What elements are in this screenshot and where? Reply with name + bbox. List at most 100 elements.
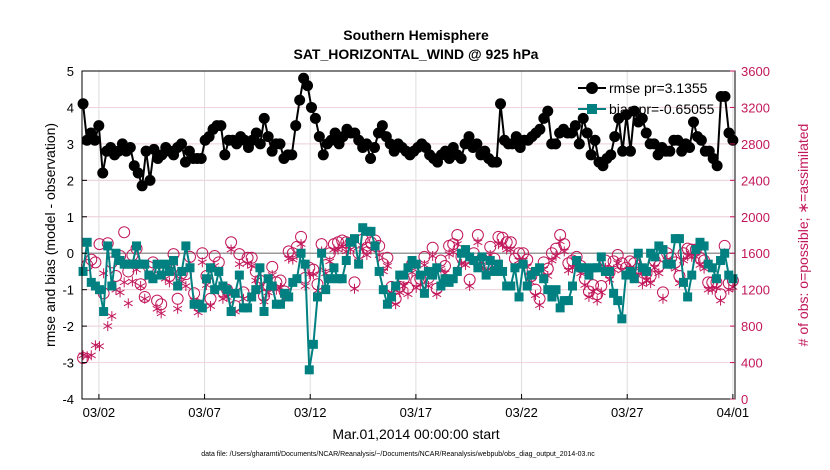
bias-point-43 [255,263,265,273]
bias-point-52 [292,274,302,284]
rmse-point-165 [727,134,739,146]
obs-assimilated-point-115 [551,250,561,261]
bias-point-54 [300,259,310,269]
bias-point-46 [267,281,277,291]
legend-marker-bias [587,104,597,114]
bias-point-95 [469,256,479,266]
obs-assimilated-point-4 [94,341,105,352]
rmse-point-45 [254,138,266,150]
right-tick-label-8: 3200 [741,100,770,115]
obs-assimilated-point-18 [152,303,162,314]
rmse-point-149 [664,145,676,157]
bias-point-25 [181,241,191,251]
rmse-point-12 [124,142,136,154]
bias-point-79 [403,263,413,273]
obs-assimilated-point-63 [337,241,347,252]
rmse-point-35 [215,120,227,132]
obs-assimilated-point-91 [452,239,462,250]
bias-point-31 [206,263,216,273]
bias-point-154 [711,274,721,284]
bias-point-148 [687,270,697,280]
rmse-point-98 [463,131,475,143]
bias-point-35 [222,285,232,295]
bias-point-7 [107,281,117,291]
bias-point-33 [214,266,224,276]
data-file-footnote: data file: /Users/gharamti/Documents/NCA… [201,451,595,458]
bias-point-36 [226,307,236,317]
bias-point-156 [720,248,730,258]
obs-assimilated-point-78 [399,281,409,292]
rmse-point-5 [97,167,109,179]
rmse-point-53 [286,149,298,161]
bias-point-12 [127,259,137,269]
series-bias [78,223,738,375]
rmse-point-142 [636,112,648,124]
obs-assimilated-point-41 [247,260,257,271]
bias-point-125 [592,263,602,273]
bias-point-151 [699,241,709,251]
right-tick-label-0: 0 [741,392,748,407]
x-tick-label-4: 03/22 [505,405,538,420]
right-tick-label-3: 1200 [741,283,770,298]
bias-point-114 [547,292,557,302]
rmse-point-100 [471,138,483,150]
bias-point-86 [432,263,442,273]
bias-point-24 [177,266,187,276]
rmse-point-157 [695,134,707,146]
obs-assimilated-point-152 [703,284,713,295]
bias-point-134 [629,274,639,284]
x-tick-label-0: 03/02 [83,405,116,420]
rmse-point-18 [148,143,160,155]
x-axis-label: Mar.01,2014 00:00:00 start [332,426,499,442]
obs-assimilated-point-6 [103,321,113,332]
bias-point-76 [391,281,401,291]
obs-assimilated-point-140 [654,268,664,279]
rmse-point-46 [258,112,270,124]
bias-point-22 [169,256,179,266]
bias-point-83 [419,288,429,298]
bias-point-67 [354,259,364,269]
rmse-point-105 [491,156,503,168]
bias-point-82 [415,270,425,280]
right-tick-label-1: 400 [741,356,763,371]
bias-point-99 [485,256,495,266]
bias-point-101 [493,259,503,269]
bias-point-73 [378,285,388,295]
bias-point-146 [679,277,689,287]
rmse-point-55 [294,94,306,106]
bias-point-155 [716,256,726,266]
bias-point-116 [555,303,565,313]
obs-assimilated-point-53 [296,239,306,250]
bias-point-122 [580,263,590,273]
bias-point-57 [312,292,322,302]
obs-assimilated-point-10 [119,277,129,288]
bias-point-8 [111,248,121,258]
bias-point-105 [510,263,520,273]
obs-assimilated-point-126 [596,287,606,298]
obs-assimilated-point-150 [695,260,705,271]
rmse-point-135 [609,131,621,143]
rmse-point-128 [581,127,593,139]
rmse-point-36 [219,149,231,161]
rmse-point-129 [585,149,597,161]
bias-point-32 [210,285,220,295]
x-tick-label-2: 03/12 [294,405,327,420]
bias-point-40 [243,303,253,313]
bias-point-30 [201,274,211,284]
rmse-point-139 [624,145,636,157]
obs-assimilated-point-38 [234,259,244,270]
obs-possible-point-10 [118,226,131,239]
bias-point-129 [609,288,619,298]
bias-point-149 [691,245,701,255]
x-tick-label-1: 03/07 [188,405,221,420]
obs-assimilated-point-122 [580,280,590,291]
right-tick-label-6: 2400 [741,173,770,188]
bias-point-63 [337,274,347,284]
bias-point-59 [321,285,331,295]
series-rmse [77,72,739,192]
bias-point-112 [539,274,549,284]
bias-point-60 [325,274,335,284]
bias-point-61 [329,263,339,273]
bias-point-135 [633,248,643,258]
rmse-point-161 [711,160,723,172]
